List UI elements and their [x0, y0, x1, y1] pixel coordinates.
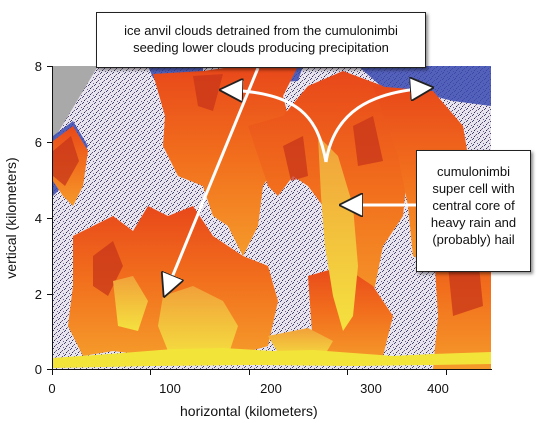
- core-callout-line: heavy rain and: [430, 215, 517, 230]
- y-tick-label: 4: [34, 211, 42, 226]
- ground-clutter-band: [53, 348, 491, 368]
- core-callout: cumulonimbi super cell with central core…: [416, 150, 531, 272]
- core-callout-line: central core of: [432, 198, 515, 213]
- anvil-callout-line: ice anvil clouds detrained from the cumu…: [124, 23, 398, 38]
- x-tick-mark: [446, 370, 447, 375]
- x-tick-label: 100: [159, 381, 181, 396]
- y-tick-mark: [47, 142, 52, 143]
- y-tick-label: 0: [34, 362, 42, 377]
- x-tick-mark: [347, 370, 348, 375]
- x-axis-title: horizontal (kilometers): [180, 403, 318, 419]
- y-tick-label: 2: [34, 287, 42, 302]
- radar-cross-section: [53, 66, 491, 369]
- y-tick-mark: [47, 294, 52, 295]
- x-tick-label: 200: [260, 381, 282, 396]
- y-tick-mark: [47, 218, 52, 219]
- missing-data-wedge: [53, 66, 98, 141]
- anvil-callout-line: seeding lower clouds producing precipita…: [133, 40, 389, 55]
- x-axis-line: [52, 369, 492, 370]
- core-callout-line: (probably) hail: [432, 232, 515, 247]
- y-tick-label: 6: [34, 135, 42, 150]
- arrow-to-lower-cloud: [166, 67, 260, 292]
- x-tick-label: 300: [360, 381, 382, 396]
- y-tick-label: 8: [34, 59, 42, 74]
- x-tick-label: 400: [427, 381, 449, 396]
- arrow-to-left-anvil: [225, 90, 328, 163]
- x-tick-label: 0: [48, 381, 56, 396]
- y-axis-line: [52, 66, 53, 370]
- core-callout-line: super cell with: [432, 181, 515, 196]
- arrow-to-right-anvil: [324, 88, 428, 163]
- echo-strong-layer: [113, 136, 358, 361]
- core-callout-line: cumulonimbi: [437, 164, 510, 179]
- y-tick-mark: [47, 66, 52, 67]
- anvil-callout: ice anvil clouds detrained from the cumu…: [96, 12, 426, 68]
- y-tick-mark: [47, 369, 52, 370]
- x-tick-mark: [52, 370, 53, 375]
- x-tick-mark: [249, 370, 250, 375]
- x-tick-mark: [150, 370, 151, 375]
